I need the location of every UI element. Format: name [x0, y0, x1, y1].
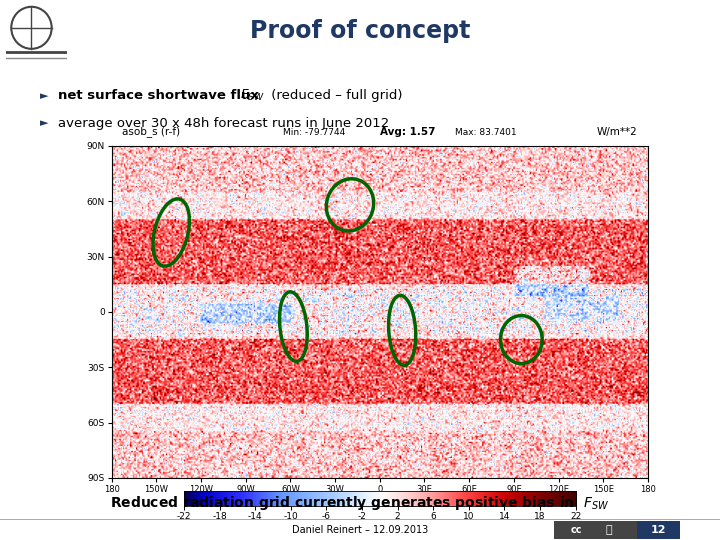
- Text: net surface shortwave flux: net surface shortwave flux: [58, 89, 264, 102]
- Text: ►: ►: [40, 91, 48, 100]
- Text: DWD: DWD: [660, 11, 690, 21]
- Text: asob_s (r-f): asob_s (r-f): [122, 126, 181, 138]
- Text: $\mathit{F}_{SW}$: $\mathit{F}_{SW}$: [240, 88, 265, 103]
- Bar: [637, 521, 680, 539]
- Text: W/m**2: W/m**2: [597, 127, 637, 138]
- Text: ⓘ: ⓘ: [605, 525, 612, 535]
- Bar: [554, 521, 637, 539]
- Text: Max: 83.7401: Max: 83.7401: [455, 129, 516, 138]
- Text: cc: cc: [570, 525, 582, 535]
- Text: Daniel Reinert – 12.09.2013: Daniel Reinert – 12.09.2013: [292, 525, 428, 535]
- Text: 12: 12: [651, 525, 667, 535]
- Text: (reduced – full grid): (reduced – full grid): [267, 89, 402, 102]
- Text: ►: ►: [40, 118, 48, 128]
- Text: Avg: 1.57: Avg: 1.57: [380, 127, 436, 138]
- Text: Proof of concept: Proof of concept: [250, 18, 470, 43]
- Text: Reduced radiation grid currently generates positive bias in  $\mathit{F}_{SW}$: Reduced radiation grid currently generat…: [110, 494, 610, 512]
- Text: average over 30 x 48h forecast runs in June 2012: average over 30 x 48h forecast runs in J…: [58, 117, 389, 130]
- Text: Min: -79.7744: Min: -79.7744: [283, 129, 346, 138]
